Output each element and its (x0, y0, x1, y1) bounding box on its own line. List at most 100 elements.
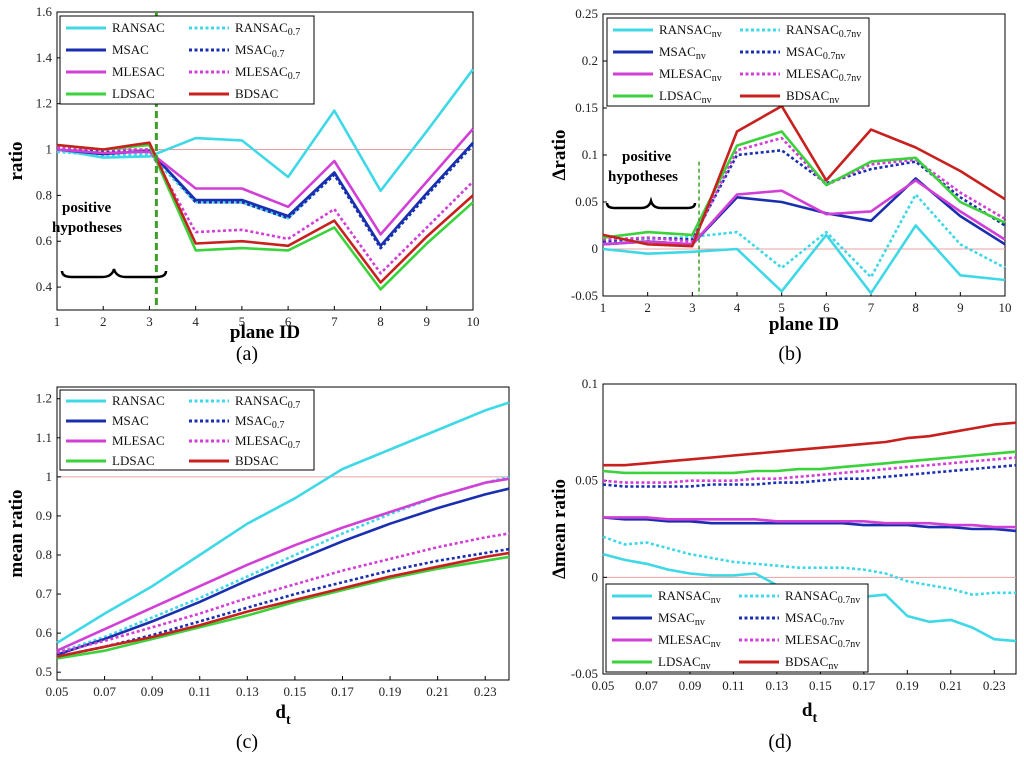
legend-label-subscript: nv (695, 617, 705, 628)
legend-label-subscript: 0.7 (288, 71, 301, 82)
panel-label: (a) (236, 343, 258, 365)
legend-box (59, 15, 315, 105)
x-axis-label-subscript: t (286, 713, 291, 728)
y-tick-label: 0.6 (36, 233, 53, 248)
y-tick-label: 0.4 (36, 279, 53, 294)
legend-label: RANSAC0.7 (235, 393, 300, 411)
panel-label: (c) (236, 731, 258, 753)
legend-label: RANSAC (112, 20, 165, 35)
series-line-ldsacnv (602, 450, 1017, 475)
x-axis-label: dt (275, 702, 291, 728)
series-line-ldsac (56, 555, 510, 660)
x-tick-label: 0.15 (284, 684, 307, 699)
series-line-mlesac07 (56, 532, 510, 654)
x-tick-label: 0.21 (939, 678, 962, 693)
y-tick-label: 0.25 (575, 6, 598, 21)
annotation-text: hypotheses (52, 220, 122, 236)
annotation-text: positive (62, 200, 112, 216)
x-tick-label: 1 (54, 314, 61, 329)
series-line-mlesac07nv (602, 136, 1006, 243)
series-line-msac07nv (602, 463, 1017, 488)
x-tick-label: 5 (778, 300, 785, 315)
x-axis-label-subscript: t (812, 711, 817, 726)
legend-label-subscript: 0.7nv (839, 29, 862, 40)
series-line-mlesac (56, 128, 474, 236)
legend-label: LDSACnv (659, 88, 712, 106)
x-tick-label: 8 (912, 300, 919, 315)
legend-label-subscript: 0.7nv (823, 51, 846, 62)
legend-label-subscript: 0.7nv (838, 639, 861, 650)
x-tick-label: 8 (377, 314, 384, 329)
x-tick-label: 0.23 (983, 678, 1006, 693)
x-tick-label: 4 (734, 300, 741, 315)
brace-icon (60, 268, 168, 279)
x-tick-label: 0.05 (46, 684, 69, 699)
x-tick-label: 0.15 (809, 678, 832, 693)
series-line-bdsac (56, 141, 474, 284)
x-axis-label: plane ID (230, 322, 300, 343)
legend-label-subscript: 0.7 (272, 420, 285, 431)
legend-label-subscript: 0.7nv (839, 73, 862, 84)
series-line-ldsacnv (602, 130, 1006, 239)
x-tick-label: 10 (467, 314, 480, 329)
y-tick-label: 1.2 (36, 391, 52, 406)
legend-label: MLESAC0.7 (235, 64, 300, 82)
x-tick-label: 0.17 (331, 684, 354, 699)
series-line-bdsacnv (602, 104, 1006, 248)
series-line-ransacnv (602, 224, 1006, 295)
y-tick-label: 0.1 (582, 147, 598, 162)
series-line-mlesac07nv (602, 456, 1017, 484)
y-axis-label: mean ratio (6, 489, 27, 577)
x-tick-label: 7 (868, 300, 875, 315)
x-tick-label: 0.11 (189, 684, 211, 699)
legend-label: MLESACnv (659, 66, 722, 84)
legend-label: LDSAC (112, 86, 155, 101)
legend-label: BDSACnv (785, 654, 838, 672)
y-tick-label: 1 (46, 142, 53, 157)
legend-label: BDSAC (235, 86, 278, 101)
series-line-ransac (56, 401, 510, 645)
x-axis-label: dt (802, 700, 818, 726)
y-tick-label: 0.05 (575, 194, 598, 209)
legend-label-subscript: 0.7nv (822, 617, 845, 628)
chart-panel-1: 1 2 3 4 5 6 7 8 9 10 0.4 0.6 0.8 1 1.2 1.4 1.6 plane ID ra… (6, 4, 480, 365)
legend-label-subscript: nv (702, 95, 712, 106)
legend-label-subscript: 0.7nv (838, 595, 861, 606)
legend-label: MSACnv (658, 610, 705, 628)
legend-label: MSACnv (659, 44, 706, 62)
x-tick-label: 6 (823, 300, 830, 315)
x-tick-label: 4 (192, 314, 199, 329)
brace-icon (605, 196, 697, 210)
y-tick-label: 0.8 (36, 187, 52, 202)
x-tick-label: 0.07 (93, 684, 116, 699)
y-axis-label: Δmean ratio (549, 479, 570, 579)
legend-label: RANSAC0.7 (235, 20, 300, 38)
series-line-ransac07nv (602, 535, 1016, 597)
y-tick-label: 1.1 (36, 430, 52, 445)
x-tick-label: 0.11 (722, 678, 744, 693)
y-tick-label: 1.4 (36, 50, 53, 65)
series-line-ransac (56, 68, 475, 193)
chart-panel-2: 1 2 3 4 5 6 7 8 9 10 -0.05 0 0.05 0.1 0.15 0.2 0.25 plane… (549, 6, 1012, 365)
legend-label: MLESACnv (658, 632, 721, 650)
y-tick-label: 1.2 (36, 96, 52, 111)
x-tick-label: 0.13 (236, 684, 259, 699)
series-line-bdsacnv (603, 421, 1017, 467)
x-tick-label: 9 (424, 314, 431, 329)
y-tick-label: 1.6 (36, 4, 53, 19)
x-tick-label: 0.23 (474, 684, 497, 699)
legend-label-subscript: 0.7 (288, 400, 301, 411)
y-tick-label: 0 (592, 241, 599, 256)
y-tick-label: 1 (46, 469, 53, 484)
y-tick-label: 0.1 (582, 376, 598, 391)
legend-label: BDSAC (235, 453, 278, 468)
legend-label: BDSACnv (786, 88, 839, 106)
series-line-mlesac (56, 477, 510, 652)
legend-box (59, 389, 315, 471)
legend-label-subscript: 0.7 (288, 27, 301, 38)
y-axis-label: ratio (6, 141, 27, 180)
legend-label: MLESAC (112, 433, 165, 448)
panel-label: (d) (768, 731, 791, 753)
legend-label-subscript: nv (711, 595, 721, 606)
x-tick-label: 7 (331, 314, 338, 329)
